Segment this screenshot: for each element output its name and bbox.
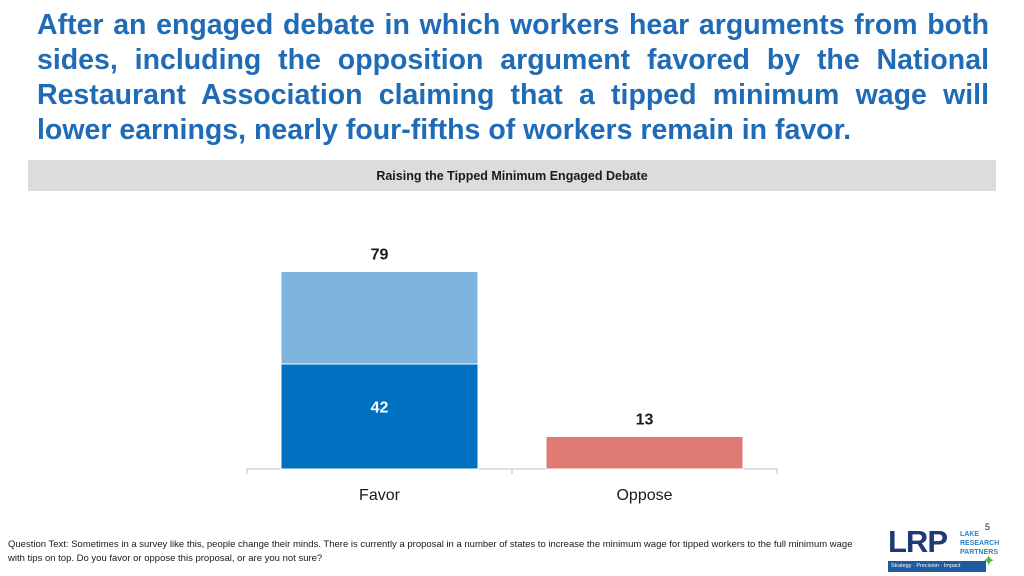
chart-title-bar: Raising the Tipped Minimum Engaged Debat… [28,160,996,191]
logo-line-3: PARTNERS [960,549,998,556]
logo-company-name: LAKE RESEARCH PARTNERS [960,530,999,557]
logo-tagline: Strategy · Precision · Impact [888,561,986,572]
data-label-total-favor: 79 [371,247,389,264]
headline: After an engaged debate in which workers… [37,9,989,146]
puzzle-icon: ✦ [982,553,996,570]
question-text-footnote: Question Text: Sometimes in a survey lik… [8,539,853,564]
logo-line-1: LAKE [960,531,980,538]
lrp-logo: LRP LAKE RESEARCH PARTNERS Strategy · Pr… [888,524,1000,574]
category-label-oppose: Oppose [616,487,672,504]
logo-letters: LRP [888,524,948,559]
data-label-total-oppose: 13 [636,412,654,429]
chart-title: Raising the Tipped Minimum Engaged Debat… [376,168,648,183]
bar-oppose-segment-1 [545,436,744,470]
category-label-favor: Favor [359,487,401,504]
logo-line-2: RESEARCH [960,540,1000,547]
page-number: 5 [985,522,991,532]
bar-favor-segment-0 [280,363,479,470]
data-label-inner-favor: 42 [371,400,389,417]
bar-favor-segment-1 [280,271,479,365]
